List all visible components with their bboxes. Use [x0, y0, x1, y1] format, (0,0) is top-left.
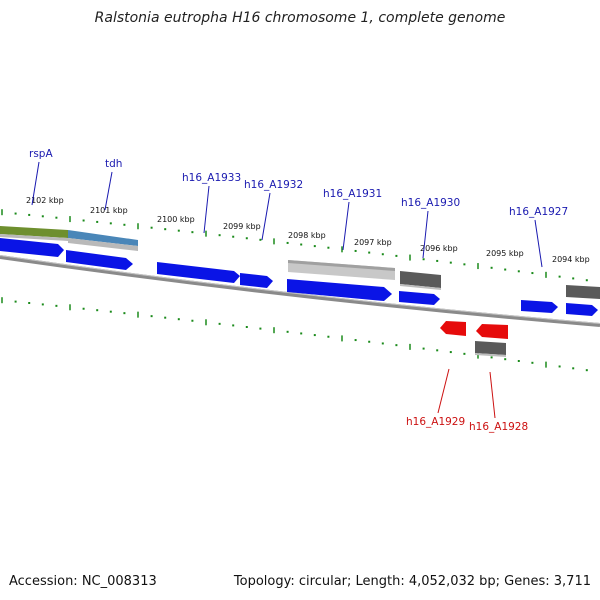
kbp-label: 2097 kbp: [354, 238, 392, 247]
gene-arrow-forward[interactable]: [0, 238, 64, 257]
chromosome-backbone: [0, 255, 600, 327]
gene-arrow-forward[interactable]: [240, 273, 273, 288]
gene-label-rspA[interactable]: rspA: [29, 148, 53, 160]
feature-bar-dark-gray-3[interactable]: [475, 341, 506, 355]
gene-label-h16_A1931[interactable]: h16_A1931: [323, 188, 382, 200]
forward-genes: [0, 238, 598, 316]
gene-arrow-reverse[interactable]: [476, 324, 508, 339]
gene-label-tdh[interactable]: tdh: [105, 158, 122, 170]
gene-arrow-forward[interactable]: [287, 279, 392, 301]
leader-h16_A1930: [422, 210, 429, 259]
outer-tick-ring: [1, 209, 588, 282]
leader-h16_A1932: [261, 192, 271, 241]
gene-label-h16_A1933[interactable]: h16_A1933: [182, 172, 241, 184]
gene-arrow-forward[interactable]: [66, 250, 133, 270]
feature-bar-dark-gray-1[interactable]: [400, 271, 441, 288]
gene-arrow-forward[interactable]: [399, 291, 440, 305]
feature-bar-blue-shadow: [68, 238, 138, 251]
feature-bar-light-gray-top: [288, 260, 395, 271]
feature-bar-dark-gray-3-shadow: [475, 353, 506, 357]
kbp-label: 2096 kbp: [420, 244, 458, 253]
gene-label-h16_A1929[interactable]: h16_A1929: [406, 416, 465, 428]
kbp-label: 2094 kbp: [552, 255, 590, 264]
reverse-genes: [440, 321, 508, 339]
gene-arrow-forward[interactable]: [157, 262, 240, 283]
leader-h16_A1929: [437, 368, 450, 414]
gene-arrow-forward[interactable]: [521, 300, 558, 313]
leader-h16_A1927: [534, 219, 543, 268]
kbp-labels: 2102 kbp 2101 kbp 2100 kbp 2099 kbp 2098 kbp…: [26, 196, 590, 264]
gene-labels: rspA tdh h16_A1933 h16_A1932 h16_A1931 h…: [29, 148, 568, 433]
feature-bar-dark-gray-1-shadow: [400, 284, 441, 290]
gene-label-h16_A1928[interactable]: h16_A1928: [469, 421, 528, 433]
feature-track: [0, 226, 600, 357]
label-leader-lines: [31, 161, 543, 419]
inner-tick-ring: [1, 297, 588, 372]
kbp-label: 2100 kbp: [157, 215, 195, 224]
kbp-label: 2098 kbp: [288, 231, 326, 240]
leader-rspA: [31, 161, 40, 206]
leader-h16_A1931: [342, 201, 350, 251]
feature-bar-blue[interactable]: [68, 230, 138, 246]
chromosome-backbone-highlight: [0, 255, 600, 324]
leader-h16_A1933: [203, 185, 210, 234]
leader-tdh: [104, 171, 113, 211]
kbp-label: 2101 kbp: [90, 206, 128, 215]
map-title: Ralstonia eutropha H16 chromosome 1, com…: [94, 10, 506, 26]
gene-label-h16_A1927[interactable]: h16_A1927: [509, 206, 568, 218]
genome-summary-label: Topology: circular; Length: 4,052,032 bp…: [233, 574, 591, 589]
gene-arrow-reverse[interactable]: [440, 321, 466, 336]
kbp-label: 2099 kbp: [223, 222, 261, 231]
gene-label-h16_A1930[interactable]: h16_A1930: [401, 197, 460, 209]
gene-label-h16_A1932[interactable]: h16_A1932: [244, 179, 303, 191]
feature-bar-dark-gray-2[interactable]: [566, 285, 600, 299]
accession-label: Accession: NC_008313: [9, 574, 157, 589]
gene-arrow-forward[interactable]: [566, 303, 598, 316]
feature-bar-green-shadow: [0, 234, 68, 241]
kbp-label: 2095 kbp: [486, 249, 524, 258]
kbp-label: 2102 kbp: [26, 196, 64, 205]
leader-h16_A1928: [489, 371, 496, 419]
